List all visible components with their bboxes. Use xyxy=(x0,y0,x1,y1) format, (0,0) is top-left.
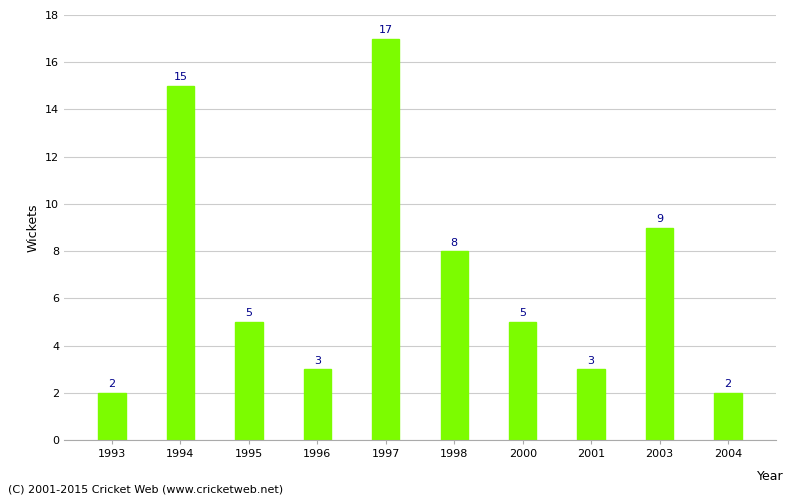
Text: 2: 2 xyxy=(725,379,732,389)
Text: 5: 5 xyxy=(246,308,252,318)
Bar xyxy=(235,322,262,440)
Bar xyxy=(372,38,399,440)
Bar xyxy=(441,251,468,440)
Text: Year: Year xyxy=(758,470,784,483)
Bar xyxy=(646,228,674,440)
Text: 5: 5 xyxy=(519,308,526,318)
Text: 3: 3 xyxy=(314,356,321,366)
Bar xyxy=(304,369,331,440)
Text: 17: 17 xyxy=(378,25,393,35)
Text: 2: 2 xyxy=(108,379,115,389)
Y-axis label: Wickets: Wickets xyxy=(26,203,39,252)
Bar xyxy=(714,393,742,440)
Bar xyxy=(98,393,126,440)
Text: 9: 9 xyxy=(656,214,663,224)
Bar xyxy=(166,86,194,440)
Text: (C) 2001-2015 Cricket Web (www.cricketweb.net): (C) 2001-2015 Cricket Web (www.cricketwe… xyxy=(8,485,283,495)
Text: 15: 15 xyxy=(174,72,187,83)
Bar xyxy=(578,369,605,440)
Text: 3: 3 xyxy=(588,356,594,366)
Text: 8: 8 xyxy=(450,238,458,248)
Bar xyxy=(509,322,536,440)
